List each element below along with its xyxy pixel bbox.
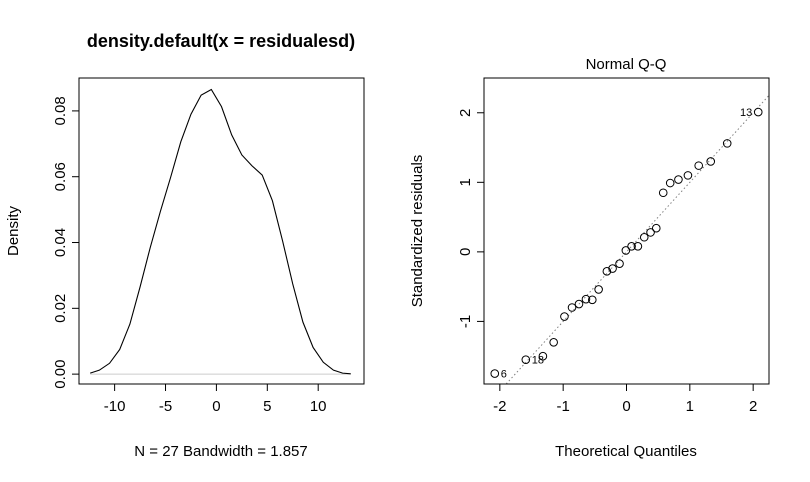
qq-point: [602, 267, 612, 276]
qq-x-label: Theoretical Quantiles: [555, 443, 697, 460]
density-y-tick-label: 0.02: [52, 294, 69, 323]
density-x-tick-label: 0: [212, 398, 220, 415]
density-x-axis: -10 -5 0 5 10: [104, 383, 327, 415]
qq-point: [665, 178, 675, 188]
density-y-axis: 0.00 0.02 0.04 0.06 0.08: [52, 96, 80, 389]
qq-point: [621, 246, 631, 255]
qq-x-tick-label: -2: [493, 398, 506, 415]
qq-y-axis: -1 0 1 2: [457, 109, 485, 328]
qq-point: [538, 351, 548, 361]
qq-point-label: 13: [740, 107, 752, 119]
qq-point: [683, 171, 693, 180]
qq-reference-line: [505, 95, 770, 385]
qq-point: [722, 139, 732, 148]
qq-point: [567, 303, 577, 312]
qq-point: [694, 161, 704, 170]
density-y-tick-label: 0.06: [52, 162, 69, 191]
qq-points: [490, 107, 763, 378]
density-plot-frame: [78, 77, 365, 385]
density-y-tick-label: 0.04: [52, 228, 69, 257]
qq-point: [706, 157, 716, 166]
qq-point: [633, 242, 643, 251]
density-x-tick-label: -5: [159, 398, 172, 415]
qq-y-label: Standardized residuals: [409, 155, 426, 308]
qq-point: [627, 242, 636, 251]
qq-x-tick-label: -1: [556, 398, 569, 415]
density-y-tick-label: 0.00: [52, 360, 69, 389]
qq-point: [490, 369, 500, 378]
qq-point: [560, 312, 569, 321]
qq-point: [588, 295, 597, 305]
density-x-label: N = 27 Bandwidth = 1.857: [134, 443, 307, 460]
qq-y-tick-label: 2: [457, 109, 474, 117]
density-x-tick-label: -10: [104, 398, 126, 415]
qq-point-label: 18: [532, 355, 544, 367]
qq-point: [581, 294, 591, 304]
density-title: density.default(x = residualesd): [87, 31, 355, 51]
density-panel: density.default(x = residualesd) -10 -5 0 5…: [5, 31, 365, 460]
qq-x-tick-label: 2: [749, 398, 757, 415]
qq-point: [674, 175, 683, 184]
qq-title: Normal Q-Q: [586, 56, 667, 73]
density-curve: [90, 88, 351, 375]
density-x-tick-label: 10: [310, 398, 327, 415]
density-y-tick-label: 0.08: [52, 96, 69, 125]
qq-point: [608, 264, 617, 273]
qq-point-label: 6: [501, 369, 507, 381]
qq-point: [646, 228, 655, 237]
qq-point: [594, 285, 603, 294]
qq-point: [615, 259, 624, 268]
qq-point: [658, 188, 668, 198]
qq-panel: Normal Q-Q 6 18 13 -2 -1 0 1 2 -1 0 1 2 Theoretic…: [409, 56, 770, 460]
qq-point: [521, 355, 531, 364]
density-x-tick-label: 5: [263, 398, 271, 415]
qq-point: [549, 337, 558, 347]
qq-y-tick-label: 1: [457, 178, 474, 186]
qq-x-tick-label: 0: [622, 398, 630, 415]
qq-point: [651, 223, 661, 233]
qq-point: [639, 232, 649, 242]
qq-point-labels: 6 18 13: [501, 107, 752, 380]
qq-y-tick-label: 0: [457, 248, 474, 256]
qq-x-axis: -2 -1 0 1 2: [493, 383, 757, 415]
qq-point: [574, 299, 584, 309]
qq-plot-frame: [483, 77, 770, 385]
qq-y-tick-label: -1: [457, 315, 474, 328]
qq-point: [753, 107, 763, 117]
density-y-label: Density: [5, 205, 22, 256]
qq-x-tick-label: 1: [686, 398, 694, 415]
